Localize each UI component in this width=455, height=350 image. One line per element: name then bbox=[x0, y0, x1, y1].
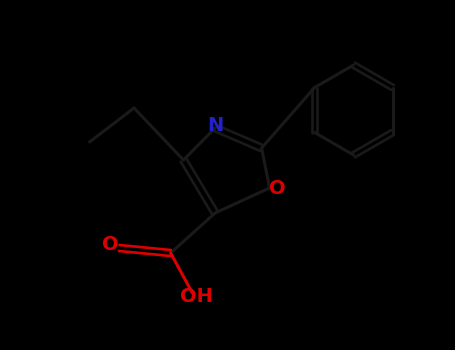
Text: OH: OH bbox=[180, 287, 213, 307]
Text: O: O bbox=[269, 178, 285, 197]
Text: N: N bbox=[207, 116, 223, 135]
Text: O: O bbox=[102, 236, 118, 254]
